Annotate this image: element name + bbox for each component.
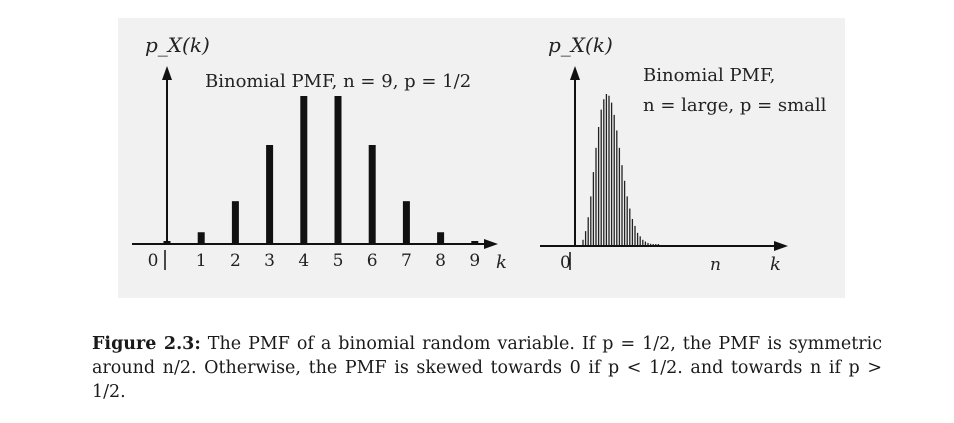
caption-text: The PMF of a binomial random variable. I… (92, 334, 883, 402)
right-x-axis-arrow (774, 241, 788, 251)
left-tick-label-5: 5 (333, 251, 344, 271)
left-bar-2 (231, 201, 239, 243)
left-chart: p_X(k) Binomial PMF, n = 9, p = 1/2 k 0 1… (132, 33, 507, 273)
right-annotation-line1: Binomial PMF, (643, 65, 775, 86)
left-bar-1 (197, 232, 205, 243)
left-bar-3 (266, 145, 274, 243)
left-tick-label-3: 3 (264, 251, 275, 271)
left-tick-label-7: 7 (401, 251, 412, 271)
left-bar-6 (368, 145, 376, 243)
left-tick-label-8: 8 (435, 251, 446, 271)
left-tick-label-9: 9 (469, 251, 480, 271)
left-bars (163, 96, 479, 243)
left-bar-5 (334, 96, 342, 243)
left-x-axis-arrow (484, 239, 498, 249)
left-bar-9 (471, 241, 479, 243)
left-x-label: k (496, 252, 507, 273)
left-tick-labels: 0 1 2 3 4 5 6 7 8 9 (148, 250, 480, 271)
caption-label: Figure 2.3: (92, 334, 201, 354)
right-tick-0: 0 (560, 253, 571, 273)
figure-panel (118, 18, 845, 298)
right-annotation-line2: n = large, p = small (643, 95, 827, 116)
right-x-label: k (770, 254, 781, 275)
left-annotation: Binomial PMF, n = 9, p = 1/2 (205, 71, 471, 92)
right-bars (582, 94, 660, 245)
left-bar-8 (437, 232, 445, 243)
right-y-axis-arrow (570, 66, 580, 80)
left-tick-label-2: 2 (230, 251, 241, 271)
left-y-axis-arrow (162, 66, 172, 80)
left-tick-label-1: 1 (196, 251, 207, 271)
figure-caption: Figure 2.3: The PMF of a binomial random… (92, 332, 882, 404)
left-tick-label-6: 6 (367, 251, 378, 271)
right-y-label: p_X(k) (548, 33, 613, 57)
left-bar-0 (163, 241, 171, 243)
left-tick-label-0: 0 (148, 251, 159, 271)
left-y-label: p_X(k) (145, 33, 210, 57)
right-tick-n: n (710, 255, 721, 275)
left-bar-7 (402, 201, 410, 243)
left-bar-4 (300, 96, 308, 243)
left-tick-label-4: 4 (298, 251, 309, 271)
right-chart: p_X(k) Binomial PMF, n = large, p = smal… (540, 33, 827, 275)
